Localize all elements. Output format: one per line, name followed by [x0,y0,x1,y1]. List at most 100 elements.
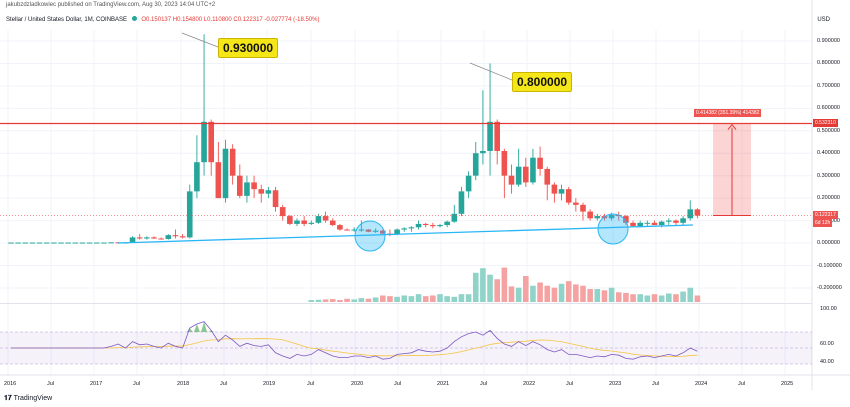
time-tick-label: Jul [566,381,574,387]
pane-separator[interactable] [0,303,812,304]
publisher-line: jakubzdzladkowiec published on TradingVi… [6,2,216,8]
candle-body [165,235,172,239]
volume-bar [401,295,408,302]
candle-body [480,150,486,154]
candle-body [94,242,100,244]
candle-body [51,242,57,244]
volume-bar [565,281,572,302]
candle-body [294,220,300,224]
candle-body [43,242,50,244]
time-tick-label: 2016 [4,381,17,387]
candle-body [158,238,164,240]
volume-bar [587,289,593,302]
volume-bar [351,299,357,302]
volume-bar [344,298,350,302]
candle-body [287,216,293,224]
time-tick-label: Jul [738,381,746,387]
volume-bar [437,294,443,302]
time-tick-label: Jul [652,381,660,387]
candle-body [630,222,636,227]
time-tick-label: Jul [394,381,402,387]
candle-body [666,220,672,222]
time-tick-label: Jul [133,381,141,387]
last-price-badge: 0.122317 [813,211,838,219]
grid-lines [0,0,850,390]
candle-body [358,229,365,231]
tradingview-mark-icon: 𝟏𝟕 [4,395,12,402]
volume-bar [480,268,486,302]
ohlc-low: L0.110800 [203,17,232,23]
candle-body [229,148,236,176]
candle-body [308,222,315,224]
time-tick-label: 2022 [523,381,536,387]
candle-body [608,214,615,219]
candle-body [315,216,322,223]
volume-bar [329,299,336,302]
time-tick-label: 2019 [263,381,276,387]
countdown-badge: 6d 12h [813,219,833,227]
candle-body [108,242,114,244]
price-tick-label: -0.100000 [817,262,842,269]
rsi-pane [0,321,812,365]
candle-body [101,242,107,244]
candle-body [487,121,493,151]
candle-body [394,229,400,235]
volume-bar [537,282,543,302]
volume-bar [608,287,615,302]
candle-body [587,211,593,219]
ohlc-change: -0.027774 (-18.50%) [264,17,320,23]
callout-high-2021: 0.800000 [512,72,573,92]
volume-bar [508,286,515,302]
currency-label[interactable]: USD [817,17,830,23]
price-tick-label: 0.000000 [817,240,840,247]
volume-bar [487,274,493,302]
candle-body [422,223,429,226]
time-tick-label: Jul [307,381,315,387]
tradingview-logo[interactable]: 𝟏𝟕 TradingView [4,395,52,403]
candle-body [258,189,265,194]
volume-bar [544,285,551,302]
price-tick-label: 0.200000 [817,195,840,202]
support-highlight-circle [597,213,629,245]
chart-overlays [0,32,812,252]
candle-body [544,168,551,185]
price-tick-label: 0.900000 [817,38,840,44]
candle-body [673,220,679,223]
rsi-line [11,321,698,360]
candle-body [36,242,43,244]
time-tick-label: 2025 [781,381,794,387]
volume-bar [372,297,379,302]
volume-bar [444,296,450,302]
candle-body [644,222,651,224]
volume-bar [315,299,322,302]
volume-bar [451,296,458,302]
volume-bar [623,292,629,302]
volume-bar [680,291,686,302]
volume-bar [530,285,536,302]
candle-body [623,216,629,223]
callout-connector [469,62,513,81]
volume-bar [673,294,679,302]
candle-body [351,229,357,231]
volume-bar [308,300,315,302]
candle-body [465,175,472,192]
brand-name: TradingView [13,395,53,402]
candle-body [537,157,543,169]
volume-bar [394,296,400,302]
candle-body [251,182,257,190]
time-tick-label: 2020 [351,381,364,387]
candle-body [58,242,64,244]
measure-badge: 0.414382 (351.39%) 414382 [694,109,762,117]
callout-connector [181,32,219,48]
time-tick-label: Jul [220,381,228,387]
resistance-price-badge: 0.532310 [813,119,838,127]
ohlc-close: C0.122317 [233,17,263,23]
candle-body [658,221,665,226]
candle-body [458,191,465,214]
market-status-icon [131,16,137,21]
candle-body [494,121,500,151]
volume-bar [472,272,479,302]
candle-body [136,237,143,239]
candle-body [272,190,279,208]
